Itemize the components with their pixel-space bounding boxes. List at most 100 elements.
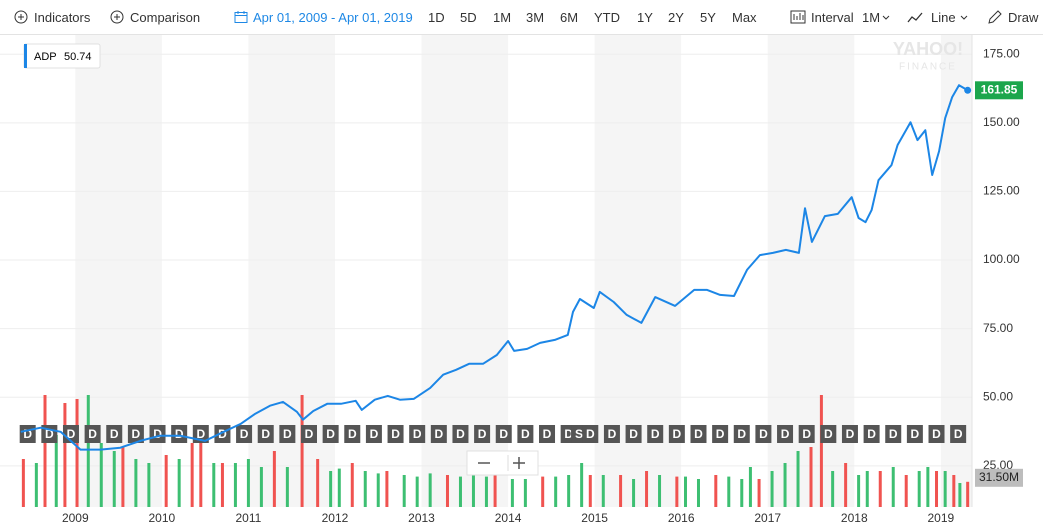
volume-bar (34, 463, 38, 507)
indicators-icon (14, 10, 28, 24)
event-marker (603, 425, 620, 443)
volume-bar (21, 459, 25, 507)
range-button[interactable]: 1D (428, 10, 445, 25)
volume-bar (285, 467, 289, 507)
zoom-control (466, 450, 539, 476)
volume-bar (796, 451, 800, 507)
range-button[interactable]: 5Y (700, 10, 716, 25)
volume-bar (770, 471, 774, 507)
range-button[interactable]: 3M (526, 10, 545, 25)
event-label: D (954, 427, 963, 441)
event-marker (798, 425, 815, 443)
comparison-icon (110, 10, 124, 24)
readout-badge: ADP 50.74 (23, 43, 101, 69)
y-tick-label: 125.00 (983, 184, 1020, 198)
zoom-in[interactable] (513, 457, 525, 469)
volume-bar (748, 467, 752, 507)
range-button[interactable]: 1Y (637, 10, 653, 25)
volume-bar (300, 395, 304, 507)
volume-bar (958, 483, 962, 507)
event-marker (777, 425, 794, 443)
event-label: D (132, 427, 141, 441)
interval-icon (790, 10, 806, 24)
event-marker (387, 425, 404, 443)
x-tick-label: 2010 (149, 511, 176, 525)
volume-bar (329, 471, 333, 507)
chart-style[interactable]: Line (931, 10, 956, 25)
volume-bar (445, 475, 449, 507)
zoom-box (466, 450, 539, 476)
volume-bar (199, 435, 203, 507)
volume-bar (917, 471, 921, 507)
volume-bar (943, 471, 947, 507)
volume-bar (844, 463, 848, 507)
event-label: D (824, 427, 833, 441)
volume-bar (831, 471, 835, 507)
event-label: D (45, 427, 54, 441)
event-label: D (889, 427, 898, 441)
readout-name: ADP (34, 51, 57, 63)
volume-bar (857, 475, 861, 507)
event-marker (733, 425, 750, 443)
comparison-button[interactable]: Comparison (130, 10, 201, 25)
event-label: D (629, 427, 638, 441)
interval-value[interactable]: 1M (862, 10, 881, 25)
event-label: D (781, 427, 790, 441)
event-label: D (175, 427, 184, 441)
date-range[interactable]: Apr 01, 2009 - Apr 01, 2019 (253, 10, 413, 25)
watermark: FINANCE (899, 62, 957, 73)
event-label: D (23, 427, 32, 441)
x-tick-label: 2011 (236, 511, 262, 525)
volume-bar (904, 475, 908, 507)
volume-bar (147, 463, 151, 507)
event-label: D (261, 427, 270, 441)
volume-bar (510, 479, 514, 507)
range-button[interactable]: 6M (560, 10, 579, 25)
volume-bar (402, 475, 406, 507)
event-label: D (759, 427, 768, 441)
range-button[interactable]: 1M (493, 10, 512, 25)
x-tick-label: 2015 (581, 511, 608, 525)
volume-bar (471, 475, 475, 507)
event-label: D (499, 427, 508, 441)
chevron (960, 15, 968, 20)
volume-bar (350, 463, 354, 507)
volume-bar (865, 471, 869, 507)
volume-bar (523, 479, 527, 507)
event-label: D (370, 427, 379, 441)
event-label: D (737, 427, 746, 441)
event-marker (474, 425, 491, 443)
volume-bar (385, 471, 389, 507)
volume-bar (212, 463, 216, 507)
volume-bar (220, 463, 224, 507)
x-tick-label: 2014 (495, 511, 522, 525)
volume-bar (601, 475, 605, 507)
x-tick-label: 2009 (62, 511, 89, 525)
x-tick-label: 2017 (754, 511, 781, 525)
volume-bar (567, 475, 571, 507)
volume-bar (926, 467, 930, 507)
event-marker (647, 425, 664, 443)
volume-bar (554, 476, 558, 507)
event-marker (690, 425, 707, 443)
volume-bar (134, 459, 138, 507)
interval-label[interactable]: Interval (811, 10, 854, 25)
event-label: D (348, 427, 357, 441)
event-marker (841, 425, 858, 443)
event-label: D (196, 427, 205, 441)
event-marker (755, 425, 772, 443)
range-button[interactable]: 2Y (668, 10, 684, 25)
last-price: 161.85 (981, 82, 1018, 96)
event-marker (863, 425, 880, 443)
range-button[interactable]: 5D (460, 10, 477, 25)
indicators-button[interactable]: Indicators (34, 10, 91, 25)
event-marker (928, 425, 945, 443)
volume-bar (363, 471, 367, 507)
readout-accent (24, 44, 27, 68)
x-tick-label: 2013 (408, 511, 435, 525)
volume-bar (415, 476, 419, 507)
volume-readout: 31.50M (979, 470, 1019, 484)
range-button[interactable]: Max (732, 10, 757, 25)
draw-button[interactable]: Draw (1008, 10, 1039, 25)
range-button[interactable]: YTD (594, 10, 620, 25)
